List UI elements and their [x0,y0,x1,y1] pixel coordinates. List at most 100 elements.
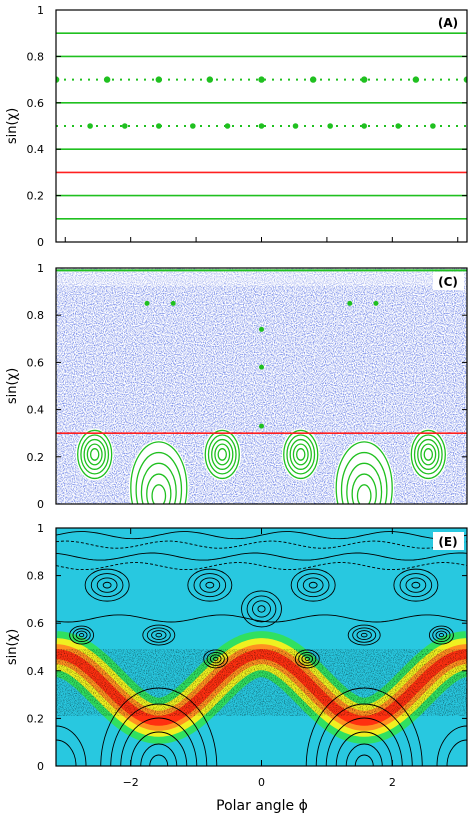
orbit-marker [206,76,214,83]
island-contour [96,577,118,593]
island-contour [302,577,324,593]
panel-c-frame [55,267,468,505]
y-tick-label: 1 [37,522,44,535]
orbit-marker [327,123,333,129]
y-tick-label: 0.4 [27,665,45,678]
panel-e: (E) 0 0.2 0.4 0.6 0.8 1 −2 0 2 sin(χ) [5,522,468,789]
y-tick-label: 0.8 [27,570,45,583]
orbit-marker [360,76,368,83]
island-contour [80,434,110,475]
island-contour [79,633,85,638]
panel-a-label-box [432,14,464,31]
invariant-curve [56,531,467,540]
lower-contour [335,731,393,766]
y-tick-label: 0.4 [27,143,45,156]
panel-c: (C) 0 0.2 0.4 0.6 0.8 1 sin(χ) [5,262,468,511]
resonance-marker [373,300,379,306]
island-background [334,439,395,504]
island-contour [304,656,310,661]
y-tick-label: 0.2 [27,712,45,725]
lower-contour [130,731,188,766]
resonance-marker [144,300,150,306]
lower-contour [100,687,218,766]
y-tick-label: 0.6 [27,356,45,369]
island-contour [199,577,221,593]
orbit-marker [87,123,93,129]
island-contour [204,429,240,480]
lower-contour [354,754,374,766]
island-contour [292,443,309,466]
island-contour [352,627,377,643]
lower-contour [325,717,403,766]
orbit-marker [190,123,196,129]
island-contour [286,434,316,475]
island-contour [187,568,233,602]
island-contour [214,443,231,466]
island-contour [432,628,451,643]
island-contour [308,581,318,589]
y-tick-label: 0.6 [27,617,45,630]
island-contour [207,434,237,475]
island-contour [209,654,222,664]
island-contour [86,443,103,466]
panel-a: (A) 0 0.2 0.4 0.6 0.8 1 sin(χ) [5,4,468,249]
island-contour [413,434,443,475]
chaotic-dots [56,632,467,734]
island-contour [294,649,320,669]
island-contour [84,568,130,602]
island-contour [155,632,163,638]
island-contour [135,451,183,504]
island-contour [130,441,188,504]
island-contour [89,448,100,461]
island-contour [142,624,176,646]
resonance-marker [347,300,353,306]
y-tick-label: 0 [37,498,44,511]
island-contour [77,429,113,480]
orbit-marker [258,123,265,129]
lower-contour [140,743,178,766]
orbit-marker [361,123,367,129]
island-contour [211,438,234,470]
lower-contour [149,754,169,766]
panel-a-ylabel: sin(χ) [5,108,20,144]
orbit-marker [395,123,402,129]
x-tick-label: 2 [389,776,396,789]
lower-contour [315,703,413,766]
island-contour [301,654,314,664]
island-contour [356,630,372,641]
island-contour [351,473,377,504]
orbit-marker [224,123,231,129]
y-tick-label: 0.8 [27,50,45,63]
panel-c-label: (C) [438,275,458,289]
lower-contour [305,687,423,766]
island-contour [420,443,437,466]
orbit-marker [103,76,111,83]
island-contour [417,438,440,470]
resonance-marker [259,423,264,429]
island-contour [410,429,446,480]
x-tick-label: 0 [258,776,265,789]
y-tick-label: 0.2 [27,451,45,464]
orbit-marker [309,76,317,83]
island-contour [257,605,266,613]
orbit-marker [292,123,299,129]
y-tick-label: 0 [37,760,44,773]
island-contour [72,628,91,643]
island-contour [146,473,172,504]
x-axis-label: Polar angle ϕ [216,798,308,814]
y-tick-label: 0.2 [27,190,45,203]
invariant-curve [56,562,467,571]
island-contour [213,656,219,661]
panel-c-ylabel: sin(χ) [5,368,20,404]
y-tick-label: 1 [37,262,44,275]
orbit-marker [412,76,420,83]
island-contour [206,651,225,666]
panel-e-label: (E) [438,535,457,549]
island-contour [69,625,95,645]
island-contour [435,630,448,640]
island-contour [203,649,229,669]
orbit-marker [430,123,436,129]
island-contour [347,624,381,646]
island-contour [146,627,171,643]
